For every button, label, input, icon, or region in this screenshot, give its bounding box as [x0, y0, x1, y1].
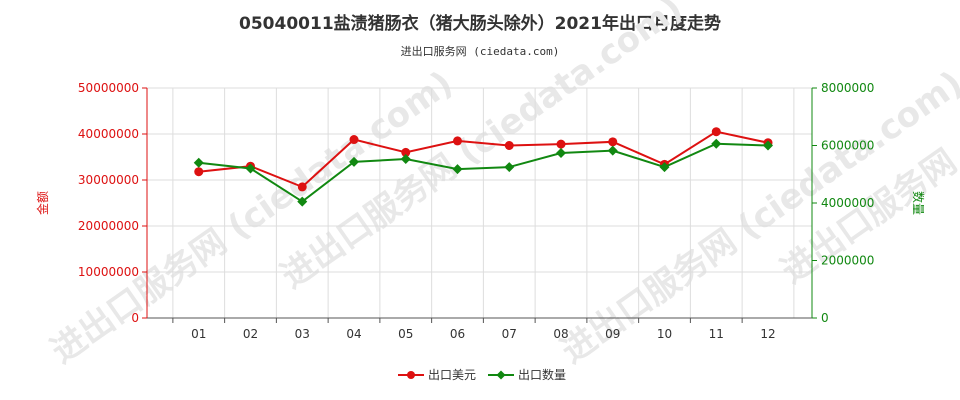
- series-line-quantity: [198, 142, 769, 203]
- x-axis-tick-label: 09: [605, 327, 620, 341]
- series-line-amount: [198, 130, 769, 189]
- data-point-quantity: [245, 163, 256, 174]
- data-point-amount: [504, 141, 514, 150]
- data-point-quantity: [349, 156, 360, 167]
- left-axis-tick-label: 30000000: [78, 173, 139, 187]
- x-axis-tick-label: 04: [346, 327, 361, 341]
- x-axis-tick-label: 05: [398, 327, 413, 341]
- data-point-amount: [608, 137, 618, 147]
- right-axis-tick-label: 8000000: [821, 81, 874, 95]
- left-axis-tick-label: 20000000: [78, 219, 139, 233]
- right-axis-title: 数量: [911, 191, 926, 215]
- right-axis-tick-label: 4000000: [821, 196, 874, 210]
- right-axis-tick-label: 2000000: [821, 254, 874, 268]
- data-point-quantity: [659, 162, 670, 173]
- x-axis-tick-label: 06: [450, 327, 465, 341]
- x-axis-tick-label: 01: [191, 327, 206, 341]
- data-point-quantity: [711, 138, 722, 149]
- chart-subtitle: 进出口服务网 (ciedata.com): [400, 45, 560, 58]
- data-point-quantity: [504, 162, 515, 173]
- right-axis-tick-label: 6000000: [821, 139, 874, 153]
- x-axis-tick-label: 03: [295, 327, 310, 341]
- data-point-quantity: [556, 147, 567, 158]
- data-point-amount: [401, 147, 411, 157]
- legend-label-amount: 出口美元: [428, 368, 476, 382]
- data-point-quantity: [193, 157, 204, 168]
- data-point-amount: [349, 135, 359, 145]
- data-point-amount: [711, 127, 721, 137]
- x-axis-tick-label: 08: [553, 327, 568, 341]
- x-axis-tick-label: 02: [243, 327, 258, 341]
- x-axis-tick-label: 10: [657, 327, 672, 341]
- data-point-quantity: [607, 145, 618, 156]
- legend-marker-quantity: [496, 370, 506, 380]
- data-point-quantity: [297, 196, 308, 207]
- legend-label-quantity: 出口数量: [518, 367, 566, 382]
- x-axis-tick-label: 11: [709, 327, 724, 341]
- right-axis-tick-label: 0: [821, 311, 829, 325]
- data-point-amount: [297, 182, 307, 192]
- data-point-quantity: [452, 164, 463, 175]
- left-axis-tick-label: 40000000: [78, 127, 139, 141]
- left-axis-tick-label: 0: [131, 311, 139, 325]
- data-point-quantity: [763, 140, 774, 151]
- left-axis-title: 金额: [35, 191, 50, 215]
- x-axis-tick-label: 07: [502, 327, 517, 341]
- data-point-amount: [453, 136, 463, 146]
- left-axis-tick-label: 50000000: [78, 81, 139, 95]
- x-axis-tick-label: 12: [760, 327, 775, 341]
- chart-title: 05040011盐渍猪肠衣（猪大肠头除外）2021年出口月度走势: [239, 14, 721, 34]
- left-axis-tick-label: 10000000: [78, 265, 139, 279]
- data-point-amount: [556, 139, 566, 149]
- legend-marker-amount: [407, 371, 415, 379]
- data-point-quantity: [400, 154, 411, 165]
- data-point-amount: [194, 167, 204, 177]
